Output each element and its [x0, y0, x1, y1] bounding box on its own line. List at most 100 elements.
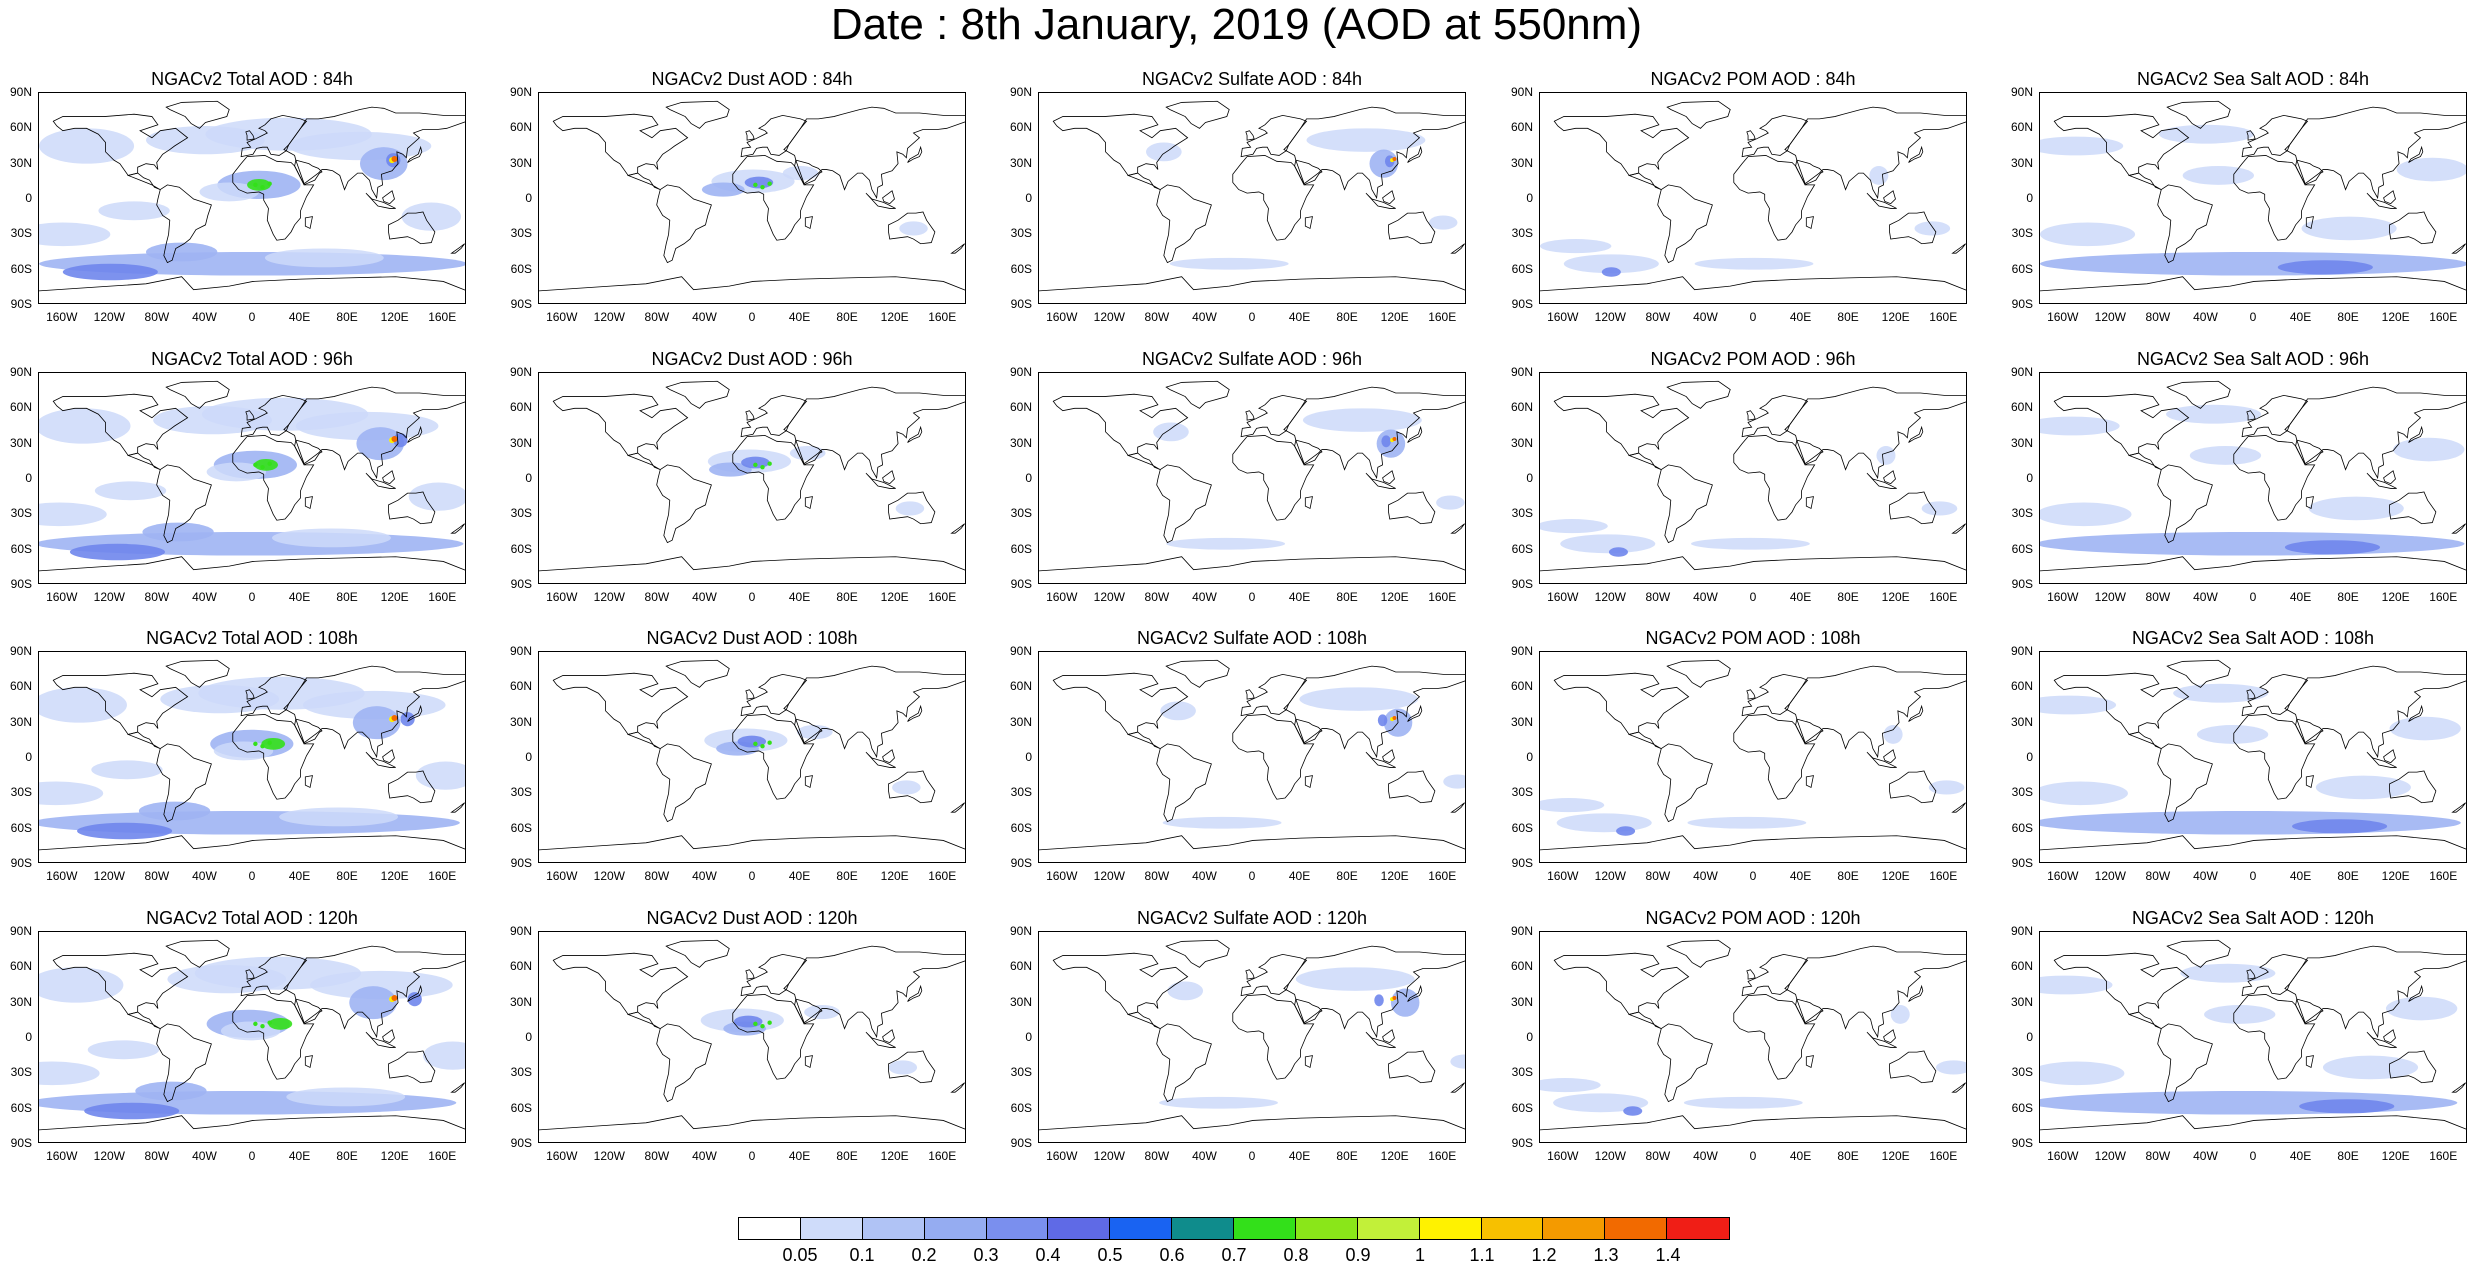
latitude-label: 30S: [1511, 1065, 1533, 1080]
coastline-borneo: [2383, 470, 2396, 485]
longitude-label: 120W: [1093, 869, 1125, 883]
aod-patch: [744, 176, 774, 189]
aod-patch: [39, 408, 131, 444]
aod-patch: [302, 690, 446, 720]
aod-patch: [2166, 404, 2262, 424]
longitude-label: 80W: [144, 590, 170, 604]
coastline-australia: [388, 1050, 436, 1084]
longitude-label: 120E: [880, 310, 909, 324]
map-frame: [38, 931, 466, 1143]
coastline-greenland: [2166, 100, 2231, 129]
aod-patch: [709, 462, 752, 477]
latitude-label: 0: [1025, 1030, 1032, 1044]
longitude-label: 80W: [1144, 869, 1170, 883]
longitude-label: 40E: [288, 869, 311, 883]
coastline-asia: [1784, 386, 1966, 480]
panel-title: NGACv2 Dust AOD : 84h: [651, 69, 853, 89]
aod-patch: [69, 543, 166, 561]
aod-patch: [1306, 128, 1426, 152]
aerosol-field: [1540, 446, 1958, 557]
longitude-label: 160E: [1428, 590, 1457, 604]
map-frame: [1539, 651, 1967, 863]
latitude-label: 30S: [510, 785, 532, 800]
aod-hotspot: [267, 181, 272, 186]
longitude-label: 160W: [546, 1149, 578, 1163]
coastline-antarcticaEdge: [39, 835, 465, 851]
panel-title: NGACv2 Dust AOD : 120h: [646, 908, 858, 928]
coastline-uk: [245, 130, 255, 141]
longitude-label: 120E: [380, 1149, 409, 1163]
longitude-label: 40E: [2289, 1149, 2312, 1163]
latitude-label: 30N: [1510, 714, 1533, 729]
coastline-newZealand: [2451, 243, 2466, 254]
longitude-label: 40W: [192, 1149, 217, 1163]
coastline-southAmerica: [1156, 464, 1212, 544]
coastline-madagascar: [304, 1055, 313, 1069]
latitude-label: 90S: [10, 297, 32, 311]
coastline-australia: [888, 770, 936, 804]
coastline-africa: [1232, 435, 1315, 521]
coastline-uk: [1245, 689, 1255, 700]
latitude-label: 60N: [509, 120, 532, 135]
longitude-label: 40W: [692, 310, 717, 324]
longitude-label: 160W: [1046, 1149, 1078, 1163]
coastline-uk: [745, 130, 755, 141]
coastline-madagascar: [2305, 496, 2314, 510]
latitude-label: 60S: [10, 541, 32, 556]
coastline-madagascar: [1304, 496, 1313, 510]
coastline-africa: [232, 155, 315, 241]
colorbar-swatch: [1048, 1218, 1111, 1239]
aod-patch: [899, 221, 928, 236]
longitude-label: 120E: [2381, 869, 2410, 883]
longitude-label: 120W: [93, 590, 125, 604]
aod-patch: [2040, 1061, 2125, 1086]
coastline-indonesia: [365, 192, 396, 209]
aerosol-field: [2040, 963, 2458, 1115]
latitude-label: 90S: [2011, 1136, 2033, 1150]
coastlines: [2040, 939, 2466, 1131]
longitude-label: 160E: [428, 869, 457, 883]
coastline-newZealand: [1951, 523, 1966, 534]
colorbar-label: 1.2: [1531, 1245, 1557, 1265]
longitude-label: 0: [248, 590, 256, 604]
latitude-label: 90N: [509, 644, 532, 658]
coastline-asia: [783, 945, 965, 1039]
coastline-arabia: [294, 439, 323, 466]
coastline-borneo: [1883, 749, 1896, 764]
aod-patch: [2396, 157, 2466, 182]
coastline-southAmerica: [2157, 743, 2213, 823]
aod-patch: [91, 760, 163, 780]
coastline-uk: [1245, 410, 1255, 421]
main-title: Date : 8th January, 2019 (AOD at 550nm): [830, 0, 1643, 49]
coastline-australia: [1388, 1050, 1436, 1084]
coastline-africa: [1733, 714, 1816, 800]
latitude-label: 30N: [1009, 714, 1032, 729]
coastline-antarcticaEdge: [1540, 276, 1966, 292]
coastline-borneo: [2383, 749, 2396, 764]
panel-title: NGACv2 Sea Salt AOD : 84h: [2136, 69, 2370, 89]
aod-patch: [206, 462, 267, 482]
coastlines: [539, 100, 965, 292]
aod-hotspot: [391, 994, 398, 1001]
aerosol-field: [1146, 128, 1458, 270]
latitude-label: 30N: [2010, 155, 2033, 170]
coastline-antarcticaEdge: [2040, 556, 2466, 572]
latitude-label: 0: [25, 750, 32, 764]
longitude-label: 40E: [1789, 590, 1812, 604]
coastline-northAmerica: [1052, 113, 1189, 176]
latitude-label: 90N: [2010, 365, 2033, 379]
latitude-label: 30N: [1009, 435, 1032, 450]
latitude-label: 60S: [10, 820, 32, 835]
coastline-madagascar: [2305, 216, 2314, 230]
coastline-asia: [283, 945, 465, 1039]
map-canvas: [2040, 939, 2466, 1131]
aod-patch: [2173, 683, 2269, 703]
longitude-label: 120W: [93, 310, 125, 324]
coastline-northAmerica: [552, 952, 689, 1015]
longitude-label: 80W: [1144, 1149, 1170, 1163]
aod-patch: [393, 433, 408, 448]
coastline-madagascar: [1805, 216, 1814, 230]
longitude-label: 80W: [2145, 1149, 2171, 1163]
coastline-arabia: [1795, 439, 1824, 466]
longitude-label: 40W: [692, 590, 717, 604]
